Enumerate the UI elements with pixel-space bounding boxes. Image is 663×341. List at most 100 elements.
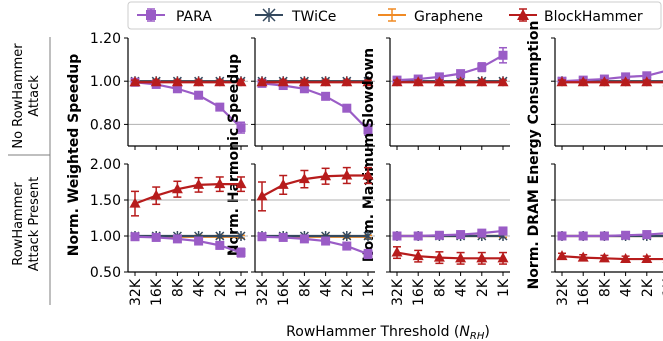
- series-line-para: [261, 82, 369, 131]
- panel-plot-area: [391, 226, 509, 265]
- row2-label-line2: Attack Present: [27, 177, 42, 271]
- y-tick-label: 1.00: [90, 74, 121, 90]
- x-tick-label: 2K: [640, 278, 656, 297]
- data-point-para: [477, 62, 487, 72]
- series-line-blockhammer: [396, 251, 503, 260]
- data-point-blockhammer: [320, 76, 332, 87]
- x-tick-label: 16K: [149, 278, 165, 306]
- data-point-blockhammer: [298, 173, 310, 184]
- data-point-blockhammer: [433, 251, 445, 262]
- data-point-blockhammer: [129, 76, 141, 87]
- panel-row2-col1: 0.50 1.00 1.50 2.00 32K 16K 8K 4K 2K 1K: [90, 157, 250, 306]
- legend: PARA TWiCe Graphene BlockHammer: [127, 1, 662, 30]
- panel-row1-col1: 0.80 1.00 1.20 Norm. Weighted Speedup: [66, 31, 248, 256]
- data-point-blockhammer: [391, 246, 403, 257]
- panel-plot-area: [556, 230, 663, 264]
- data-point-para: [599, 231, 609, 241]
- row2-label-line1: RowHammer: [11, 182, 26, 266]
- data-point-para: [434, 230, 444, 240]
- y-tick-label: 2.00: [90, 157, 121, 173]
- panel-row1-col2: Norm. Harmonic Speedup: [226, 37, 375, 256]
- x-tick-label: 2K: [213, 278, 229, 297]
- row1-label-line1: No RowHammer: [11, 43, 26, 149]
- data-point-blockhammer: [150, 76, 162, 87]
- data-point-para: [299, 84, 309, 94]
- x-axis-label-close: ): [484, 324, 489, 340]
- data-point-blockhammer: [362, 76, 374, 87]
- data-point-para: [498, 50, 508, 60]
- series-line-blockhammer: [561, 255, 663, 261]
- y-axis-label: Norm. Maximum Slowdown: [361, 48, 377, 262]
- data-point-para: [621, 230, 631, 240]
- row-labels: No RowHammer Attack RowHammer Attack Pre…: [8, 37, 51, 305]
- data-point-para: [236, 248, 246, 258]
- panel-plot-area: [556, 70, 663, 87]
- data-point-para: [342, 103, 352, 113]
- data-point-blockhammer: [577, 76, 589, 87]
- data-point-blockhammer: [641, 253, 653, 264]
- x-tick-label: 32K: [128, 278, 144, 306]
- panel-row1-col4: Norm. DRAM Energy Consumption: [526, 21, 663, 289]
- panel-plot-area: [256, 76, 374, 136]
- y-axis-label: Norm. Harmonic Speedup: [226, 54, 242, 256]
- data-point-para: [194, 236, 204, 246]
- data-point-para: [456, 69, 466, 79]
- data-point-para: [130, 232, 140, 242]
- data-point-para: [642, 71, 652, 81]
- data-point-blockhammer: [341, 169, 353, 180]
- data-point-blockhammer: [598, 252, 610, 263]
- data-point-blockhammer: [620, 253, 632, 264]
- data-point-para: [498, 226, 508, 236]
- x-tick-label: 1K: [661, 278, 663, 297]
- data-point-blockhammer: [171, 76, 183, 87]
- data-point-para: [392, 231, 402, 241]
- data-point-para: [477, 228, 487, 238]
- y-tick-label: 0.80: [90, 117, 121, 133]
- data-point-para: [194, 90, 204, 100]
- x-tick-label: 8K: [170, 278, 186, 297]
- panel-row2-col4: 32K 16K 8K 4K 2K 1K: [551, 163, 663, 306]
- data-point-para: [363, 249, 373, 259]
- x-tick-label: 1K: [234, 278, 250, 297]
- y-tick-label: 1.20: [90, 31, 121, 47]
- x-tick-label: 4K: [319, 278, 335, 297]
- data-point-para: [342, 241, 352, 251]
- panel-plot-area: [129, 176, 247, 258]
- x-tick-label: 8K: [597, 278, 613, 297]
- x-tick-label: 16K: [276, 278, 292, 306]
- data-point-blockhammer: [193, 178, 205, 189]
- data-point-blockhammer: [277, 178, 289, 189]
- x-tick-label: 4K: [454, 278, 470, 297]
- panel-row2-col2: 32K 16K 8K 4K 2K 1K: [251, 163, 377, 306]
- data-point-blockhammer: [641, 76, 653, 87]
- data-point-para: [321, 236, 331, 246]
- data-point-para: [236, 123, 246, 133]
- data-point-blockhammer: [620, 76, 632, 87]
- row1-label-line2: Attack: [27, 75, 42, 117]
- data-point-blockhammer: [277, 76, 289, 87]
- data-point-blockhammer: [214, 178, 226, 189]
- x-tick-label: 1K: [496, 278, 512, 297]
- data-point-blockhammer: [320, 170, 332, 181]
- data-point-blockhammer: [577, 251, 589, 262]
- data-point-para: [642, 230, 652, 240]
- x-tick-label: 32K: [255, 278, 271, 306]
- data-point-blockhammer: [193, 76, 205, 87]
- data-point-blockhammer: [235, 76, 247, 87]
- x-tick-label: 32K: [390, 278, 406, 306]
- y-axis-label: Norm. Weighted Speedup: [66, 54, 82, 256]
- series-line-para: [261, 235, 369, 256]
- data-point-blockhammer: [476, 76, 488, 87]
- data-point-blockhammer: [455, 76, 467, 87]
- data-point-blockhammer: [497, 76, 509, 87]
- chart-panels: 0.80 1.00 1.20 Norm. Weighted Speedup Norm. …: [66, 21, 663, 306]
- legend-graphene-label: Graphene: [414, 9, 483, 25]
- legend-para-marker: [146, 10, 156, 20]
- data-point-para: [151, 232, 161, 242]
- data-point-para: [172, 84, 182, 94]
- data-point-blockhammer: [433, 76, 445, 87]
- series-line-blockhammer: [261, 174, 368, 198]
- data-point-blockhammer: [476, 252, 488, 263]
- legend-blockhammer-label: BlockHammer: [544, 9, 643, 25]
